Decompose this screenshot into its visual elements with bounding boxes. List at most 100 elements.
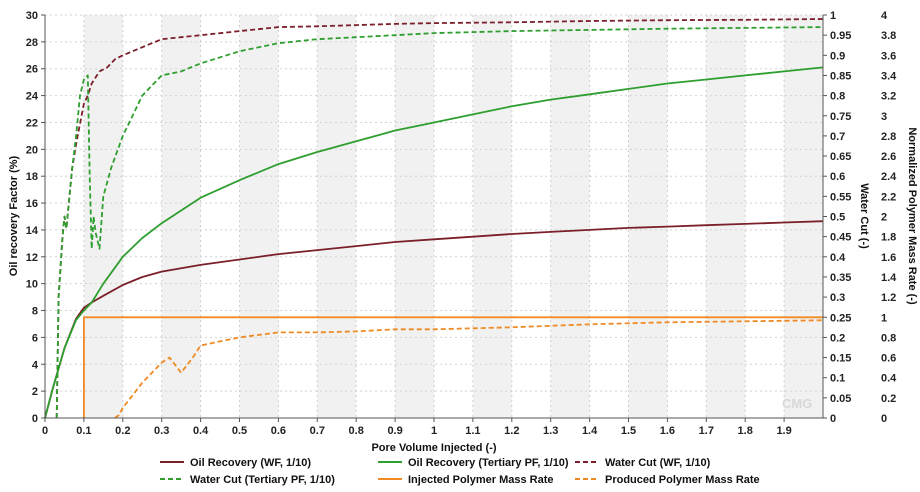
plot-band	[239, 15, 279, 418]
plot-band	[83, 15, 123, 418]
y-right2-axis-title: Normalized Polymer Mass Rate (-)	[906, 127, 918, 305]
plot-band	[628, 15, 668, 418]
y-right2-tick-labels: 0 0.2 0.4 0.6 0.8 1 1.2 1.4 1.6 1.8 2 2.2 2.4 2.6 2.8 3…	[881, 10, 897, 425]
y-left-tick-label: 6	[32, 332, 38, 344]
axes	[41, 14, 827, 422]
legend-label: Oil Recovery (WF, 1/10)	[190, 457, 311, 469]
x-tick-label: 0.8	[349, 425, 364, 437]
plot-band	[667, 15, 707, 418]
series-layer	[44, 18, 824, 419]
x-tick-label: 1.1	[465, 425, 480, 437]
y-right1-tick-label: 0.3	[830, 292, 845, 304]
y-left-tick-label: 12	[26, 252, 38, 264]
y-left-tick-label: 14	[26, 225, 39, 237]
plot-band	[745, 15, 785, 418]
y-left-tick-label: 20	[26, 144, 38, 156]
y-right2-tick-label: 1.4	[881, 272, 897, 284]
y-left-tick-label: 10	[26, 279, 38, 291]
y-right2-tick-label: 1.8	[881, 232, 896, 244]
y-left-tick-label: 30	[26, 10, 38, 22]
y-left-tick-label: 2	[32, 386, 38, 398]
y-right2-tick-label: 3.4	[881, 70, 897, 82]
plot-band	[784, 15, 823, 418]
y-left-tick-label: 22	[26, 117, 38, 129]
y-right1-tick-label: 0.65	[830, 151, 851, 163]
y-right2-tick-label: 0	[881, 413, 887, 425]
x-tick-label: 1.3	[543, 425, 558, 437]
x-tick-label: 0	[42, 425, 48, 437]
y-right1-tick-label: 0.95	[830, 30, 851, 42]
legend-label: Oil Recovery (Tertiary PF, 1/10)	[408, 457, 569, 469]
x-tick-label: 0.3	[154, 425, 169, 437]
y-right1-tick-labels: 0 0.05 0.1 0.15 0.2 0.25 0.3 0.35 0.4 0.45 0.5 0.55…	[830, 10, 851, 425]
y-right1-tick-label: 0.4	[830, 252, 846, 264]
y-left-tick-label: 4	[32, 359, 39, 371]
y-right2-tick-label: 3	[881, 111, 887, 123]
y-right1-tick-label: 0.75	[830, 111, 851, 123]
y-right1-tick-label: 0.5	[830, 212, 845, 224]
plot-band	[434, 15, 473, 418]
legend-label: Water Cut (WF, 1/10)	[605, 457, 711, 469]
x-tick-label: 0.1	[76, 425, 91, 437]
y-right1-tick-label: 0.9	[830, 50, 845, 62]
legend: Oil Recovery (WF, 1/10) Oil Recovery (Ter…	[160, 457, 760, 486]
x-tick-label: 0.7	[310, 425, 325, 437]
y-right1-tick-label: 0.85	[830, 70, 851, 82]
y-right2-tick-label: 1.2	[881, 292, 896, 304]
x-tick-label: 0.4	[193, 425, 209, 437]
y-right1-tick-label: 0.6	[830, 171, 845, 183]
y-right2-tick-label: 0.8	[881, 332, 896, 344]
plot-band	[278, 15, 318, 418]
legend-label: Water Cut (Tertiary PF, 1/10)	[190, 474, 335, 486]
plot-band	[472, 15, 512, 418]
x-tick-label: 1.5	[621, 425, 636, 437]
y-right1-tick-label: 0.45	[830, 232, 851, 244]
plot-band	[550, 15, 590, 418]
plot-band	[589, 15, 629, 418]
series-line-0	[44, 220, 824, 419]
y-left-tick-label: 24	[26, 91, 39, 103]
y-right2-tick-label: 1.6	[881, 252, 896, 264]
y-right1-tick-label: 0	[830, 413, 836, 425]
y-right2-tick-label: 1	[881, 312, 887, 324]
x-tick-label: 1.9	[776, 425, 791, 437]
y-right2-tick-label: 2.6	[881, 151, 896, 163]
series-line-4	[83, 316, 823, 418]
legend-label: Injected Polymer Mass Rate	[408, 474, 554, 486]
y-right1-tick-label: 0.25	[830, 312, 851, 324]
plot-band	[161, 15, 201, 418]
y-right2-tick-label: 0.6	[881, 353, 896, 365]
plot-band	[200, 15, 240, 418]
y-right2-tick-label: 2	[881, 212, 887, 224]
plot-band	[395, 15, 434, 418]
series-line-5	[114, 319, 824, 419]
x-tick-label: 1.4	[582, 425, 598, 437]
x-tick-label: 1.6	[660, 425, 675, 437]
y-right1-tick-label: 1	[830, 10, 836, 22]
plot-background	[45, 15, 823, 418]
x-tick-label: 1.7	[699, 425, 714, 437]
y-right1-tick-label: 0.15	[830, 353, 851, 365]
watermark: CMG	[782, 396, 812, 411]
plot-band	[122, 15, 162, 418]
y-right1-tick-label: 0.8	[830, 91, 845, 103]
plot-band	[317, 15, 357, 418]
x-tick-label: 0.6	[271, 425, 286, 437]
legend-label: Produced Polymer Mass Rate	[605, 474, 760, 486]
series-line-1	[44, 66, 824, 419]
y-right2-tick-label: 3.8	[881, 30, 896, 42]
y-right1-tick-label: 0.2	[830, 332, 845, 344]
x-tick-label: 1.2	[504, 425, 519, 437]
x-tick-label: 0.9	[387, 425, 402, 437]
y-right1-tick-label: 0.05	[830, 393, 851, 405]
y-left-axis-title: Oil recovery Factor (%)	[8, 155, 20, 276]
y-right2-tick-label: 2.2	[881, 191, 896, 203]
y-left-tick-label: 28	[26, 37, 38, 49]
y-left-tick-label: 18	[26, 171, 38, 183]
x-tick-label: 1.8	[738, 425, 753, 437]
y-right2-tick-label: 4	[881, 10, 888, 22]
y-right1-tick-label: 0.55	[830, 191, 851, 203]
y-left-tick-label: 26	[26, 64, 38, 76]
y-right1-axis-title: Water Cut (-)	[858, 183, 870, 249]
